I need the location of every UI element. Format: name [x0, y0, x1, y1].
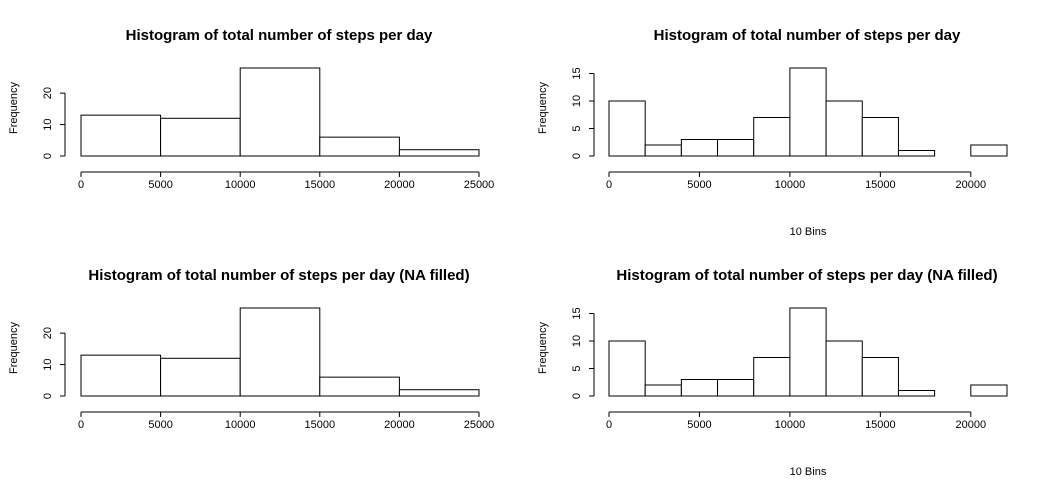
chart-title: Histogram of total number of steps per d… — [616, 267, 997, 284]
histogram-bar — [861, 117, 899, 157]
x-tick-label: 10000 — [775, 179, 806, 191]
histogram-bar — [861, 357, 899, 397]
histogram-bar — [897, 390, 936, 397]
histogram-bar — [319, 376, 400, 397]
histogram-bar — [753, 117, 791, 157]
x-axis-label: 10 Bins — [790, 466, 827, 478]
histogram-bar — [398, 389, 480, 397]
x-tick-label: 0 — [606, 419, 612, 431]
x-tick-label: 25000 — [464, 179, 495, 191]
histogram-bar — [789, 67, 827, 157]
x-tick-label: 20000 — [384, 419, 415, 431]
histogram-bar — [80, 114, 162, 157]
x-tick-label: 10000 — [225, 179, 256, 191]
histogram-bar — [644, 384, 682, 397]
x-tick-label: 0 — [78, 419, 84, 431]
y-tick-label: 10 — [42, 358, 54, 370]
y-tick-label: 0 — [42, 153, 54, 159]
chart-title: Histogram of total number of steps per d… — [126, 27, 433, 44]
x-tick-label: 0 — [78, 179, 84, 191]
y-tick-label: 5 — [571, 125, 583, 131]
chart-title: Histogram of total number of steps per d… — [88, 267, 469, 284]
chart-title: Histogram of total number of steps per d… — [654, 27, 961, 44]
histogram-bar — [398, 149, 480, 157]
x-tick-label: 10000 — [225, 419, 256, 431]
x-tick-label: 10000 — [775, 419, 806, 431]
y-tick-label: 0 — [571, 393, 583, 399]
histogram-bar — [160, 357, 241, 397]
histogram-bar — [239, 307, 321, 397]
histogram-bar — [970, 144, 1008, 157]
y-axis-label: Frequency — [8, 82, 20, 134]
histogram-bar — [825, 340, 863, 397]
x-tick-label: 5000 — [148, 179, 172, 191]
x-tick-label: 15000 — [865, 179, 896, 191]
y-tick-label: 15 — [571, 307, 583, 319]
y-axis-label: Frequency — [8, 322, 20, 374]
histogram-bar — [680, 139, 719, 157]
x-tick-label: 15000 — [305, 179, 336, 191]
histogram-bar — [80, 354, 162, 397]
x-tick-label: 15000 — [865, 419, 896, 431]
histogram-bar — [319, 136, 400, 157]
y-tick-label: 20 — [42, 327, 54, 339]
x-tick-label: 20000 — [956, 419, 987, 431]
histogram-bar — [753, 357, 791, 397]
histogram-bar — [825, 100, 863, 157]
y-tick-label: 0 — [571, 153, 583, 159]
histogram-bar — [608, 100, 646, 157]
histogram-bar — [897, 150, 936, 157]
histogram-bar — [608, 340, 646, 397]
x-tick-label: 20000 — [956, 179, 987, 191]
histogram-bar — [970, 384, 1008, 397]
x-tick-label: 15000 — [305, 419, 336, 431]
histogram-bar — [644, 144, 682, 157]
y-tick-label: 10 — [571, 335, 583, 347]
y-tick-label: 15 — [571, 67, 583, 79]
x-tick-label: 20000 — [384, 179, 415, 191]
x-axis-label: 10 Bins — [790, 226, 827, 238]
y-axis-label: Frequency — [537, 322, 549, 374]
histogram-bar — [717, 379, 755, 397]
histogram-bar — [160, 117, 241, 157]
y-tick-label: 5 — [571, 365, 583, 371]
histogram-bar — [717, 139, 755, 157]
y-tick-label: 10 — [42, 118, 54, 130]
x-tick-label: 0 — [606, 179, 612, 191]
y-tick-label: 0 — [42, 393, 54, 399]
y-tick-label: 10 — [571, 95, 583, 107]
y-axis-label: Frequency — [537, 82, 549, 134]
histogram-bar — [239, 67, 321, 157]
y-tick-label: 20 — [42, 87, 54, 99]
x-tick-label: 5000 — [687, 179, 711, 191]
x-tick-label: 25000 — [464, 419, 495, 431]
x-tick-label: 5000 — [687, 419, 711, 431]
histogram-bar — [789, 307, 827, 397]
x-tick-label: 5000 — [148, 419, 172, 431]
histogram-bar — [680, 379, 719, 397]
